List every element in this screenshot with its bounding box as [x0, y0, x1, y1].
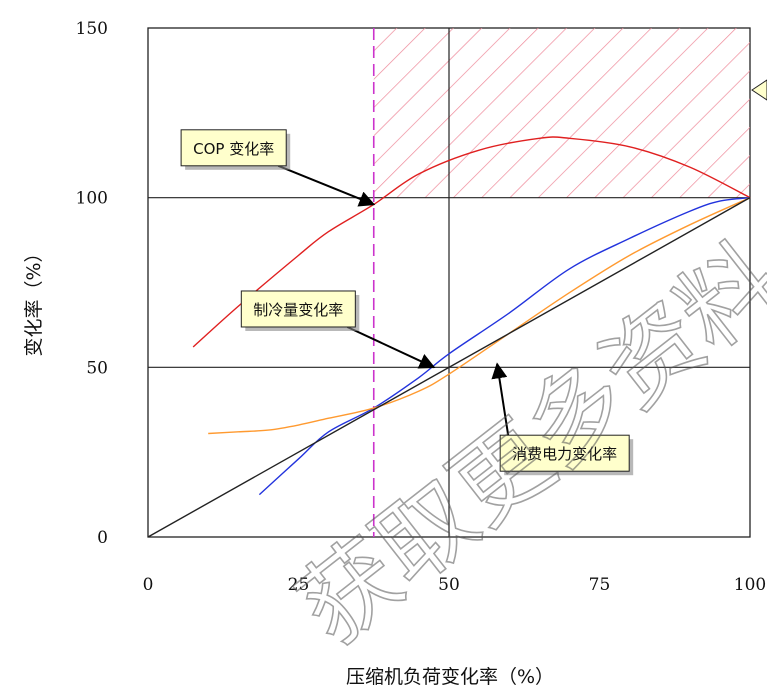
callout-label: COP 变化率 [193, 140, 274, 158]
series-line-0 [192, 136, 751, 348]
callout-label: 消费电力变化率 [512, 445, 617, 463]
callout-box [499, 434, 630, 472]
y-axis-label: 变化率（%） [23, 243, 45, 356]
callout-box [180, 129, 287, 167]
callout-arrow [491, 362, 510, 436]
callout-arrow [346, 326, 436, 369]
callout-0: COP 变化率 [180, 129, 376, 207]
y-tick-label: 50 [86, 358, 108, 378]
y-tick-label: 0 [97, 528, 108, 548]
callout-1: 制冷量变化率 [240, 290, 436, 369]
tick-labels: 0 25 50 75 100 0 50 100 150 [76, 19, 767, 595]
x-tick-label: 75 [589, 575, 611, 595]
y-tick-label: 100 [76, 189, 108, 209]
hatched-area [373, 28, 750, 198]
x-tick-label: 100 [734, 575, 766, 595]
watermark-text: 获取更多资料 [278, 223, 767, 666]
series-line-3 [147, 197, 751, 538]
x-tick-label: 25 [288, 575, 310, 595]
series-line-1 [258, 196, 751, 496]
callout-label: 制冷量变化率 [253, 301, 343, 319]
edge-callout-marker [751, 79, 767, 101]
x-tick-label: 0 [143, 575, 154, 595]
callout-arrow [277, 164, 376, 207]
series-lines [147, 136, 751, 538]
grid-lines [148, 28, 750, 537]
callout-box [240, 290, 356, 328]
callout-2: 消费电力变化率 [491, 362, 634, 476]
x-tick-label: 50 [438, 575, 460, 595]
hatched-region [373, 28, 750, 198]
series-line-2 [208, 197, 751, 435]
y-tick-label: 150 [76, 19, 108, 39]
x-axis-label: 压缩机负荷变化率（%） [346, 666, 554, 688]
